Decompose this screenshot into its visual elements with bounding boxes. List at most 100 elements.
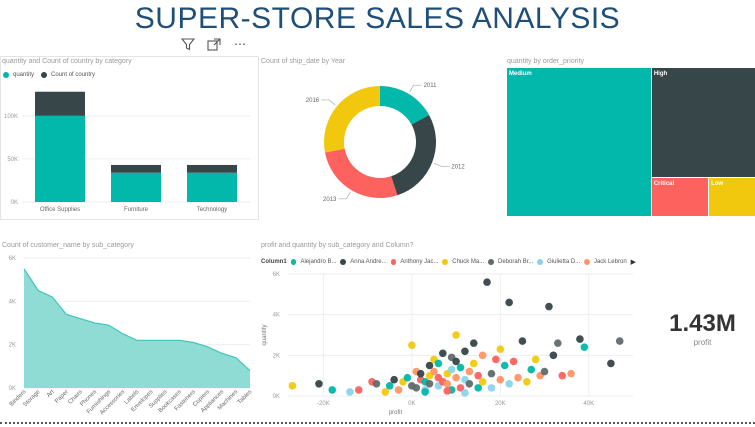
scatter-point[interactable]: [390, 375, 398, 384]
bar-quantity[interactable]: [35, 115, 85, 202]
scatter-point[interactable]: [505, 298, 513, 307]
scatter-point[interactable]: [443, 387, 452, 395]
scatter-point[interactable]: [425, 361, 434, 370]
bar-quantity[interactable]: [111, 172, 161, 202]
donut-slice-2012[interactable]: [391, 115, 436, 196]
bar-ytick-label: 0K: [11, 200, 18, 206]
scatter-point[interactable]: [607, 359, 615, 368]
scatter-legend[interactable]: Column1 Alejandro B... Anna Andre... Anthon…: [261, 258, 636, 266]
scatter-point[interactable]: [576, 335, 584, 343]
scatter-point[interactable]: [500, 361, 509, 370]
scatter-point[interactable]: [469, 339, 478, 347]
scatter-point[interactable]: [381, 388, 390, 396]
bar-count-of-country[interactable]: [111, 164, 161, 173]
scatter-point[interactable]: [487, 369, 496, 378]
area-line[interactable]: [23, 268, 251, 372]
scatter-legend-label[interactable]: Anthony Jac...: [400, 259, 439, 265]
bar-count-of-country[interactable]: [187, 164, 237, 173]
scatter-point[interactable]: [469, 359, 478, 368]
donut-leader-line: [321, 99, 336, 106]
scatter-point[interactable]: [354, 386, 363, 394]
scatter-point[interactable]: [478, 377, 487, 386]
scatter-point[interactable]: [554, 339, 562, 347]
scatter-point[interactable]: [545, 302, 553, 311]
treemap-cell-low[interactable]: Low: [709, 178, 755, 216]
scatter-point[interactable]: [478, 351, 487, 360]
scatter-point[interactable]: [531, 355, 540, 364]
scatter-point[interactable]: [509, 357, 518, 366]
scatter-point[interactable]: [567, 369, 575, 378]
scatter-point[interactable]: [523, 377, 531, 386]
scatter-point[interactable]: [416, 369, 425, 378]
scatter-point[interactable]: [487, 384, 496, 392]
treemap[interactable]: Medium High Critical Low: [507, 68, 755, 216]
scatter-point[interactable]: [346, 388, 354, 396]
bar-quantity[interactable]: [187, 172, 237, 202]
scatter-point[interactable]: [443, 380, 452, 388]
scatter-point[interactable]: [505, 380, 513, 388]
bar-chart[interactable]: 0K 50K 100K Office Supplies Furniture Technol…: [0, 82, 255, 217]
scatter-point[interactable]: [456, 363, 465, 372]
scatter-point[interactable]: [412, 384, 421, 392]
focus-mode-icon[interactable]: [206, 37, 222, 51]
scatter-point[interactable]: [328, 386, 337, 394]
scatter-point[interactable]: [315, 380, 323, 388]
treemap-cell-medium[interactable]: Medium: [507, 68, 651, 216]
donut-slice-2016[interactable]: [324, 86, 380, 153]
scatter-point[interactable]: [385, 382, 394, 390]
scatter-point[interactable]: [447, 365, 456, 374]
scatter-legend-label[interactable]: Anna Andre...: [350, 259, 387, 265]
donut-slice-2013[interactable]: [324, 148, 398, 198]
scatter-point[interactable]: [615, 337, 624, 345]
area-category-label: Art: [46, 389, 56, 399]
scatter-point[interactable]: [540, 367, 549, 376]
scatter-point[interactable]: [372, 380, 381, 388]
scatter-point[interactable]: [474, 384, 482, 392]
donut-slice-2011[interactable]: [380, 86, 430, 125]
scatter-point[interactable]: [514, 373, 522, 382]
scatter-point[interactable]: [452, 357, 460, 366]
scatter-chart[interactable]: 0K 2K 4K 6K -20K 0K 20K 40K quantity profit: [258, 266, 638, 418]
scatter-legend-label[interactable]: Deborah Br...: [498, 259, 534, 265]
scatter-point[interactable]: [492, 355, 500, 364]
scatter-point[interactable]: [527, 365, 536, 374]
donut-chart[interactable]: 2011 2012 2013 2016: [290, 70, 470, 215]
scatter-point[interactable]: [518, 337, 527, 345]
scatter-point[interactable]: [408, 341, 416, 349]
scatter-point[interactable]: [465, 380, 474, 388]
treemap-cell-critical[interactable]: Critical: [651, 178, 709, 216]
treemap-cell-high[interactable]: High: [651, 68, 755, 178]
filter-icon[interactable]: [180, 37, 196, 51]
legend-next-arrow-icon[interactable]: ▶: [630, 259, 637, 266]
scatter-legend-label[interactable]: Alejandro B...: [300, 259, 337, 265]
scatter-point[interactable]: [483, 278, 491, 286]
scatter-point[interactable]: [439, 349, 447, 358]
scatter-point[interactable]: [549, 351, 558, 360]
scatter-point[interactable]: [496, 345, 505, 354]
scatter-point[interactable]: [288, 382, 297, 390]
scatter-point[interactable]: [465, 367, 474, 376]
scatter-legend-label[interactable]: Jack Lebron: [593, 259, 627, 265]
scatter-point[interactable]: [430, 367, 438, 376]
scatter-point[interactable]: [452, 331, 460, 339]
bar-chart-panel[interactable]: [0, 56, 259, 220]
bar-count-of-country[interactable]: [35, 91, 85, 116]
scatter-point[interactable]: [456, 384, 465, 392]
scatter-point[interactable]: [403, 373, 412, 382]
scatter-point[interactable]: [580, 343, 589, 351]
scatter-point[interactable]: [425, 380, 434, 388]
scatter-point[interactable]: [452, 373, 460, 382]
scatter-point[interactable]: [421, 388, 429, 396]
scatter-point[interactable]: [496, 375, 505, 384]
area-fill[interactable]: [24, 268, 250, 388]
scatter-legend-label[interactable]: Chuck Ma...: [452, 259, 485, 265]
scatter-point[interactable]: [394, 386, 403, 394]
scatter-point[interactable]: [461, 347, 469, 356]
scatter-point[interactable]: [434, 359, 443, 368]
scatter-point[interactable]: [558, 371, 567, 380]
scatter-point[interactable]: [461, 389, 469, 397]
more-options-icon[interactable]: ⋯: [234, 37, 246, 51]
scatter-legend-label[interactable]: Giulietta D...: [547, 259, 581, 265]
scatter-point[interactable]: [474, 371, 482, 380]
